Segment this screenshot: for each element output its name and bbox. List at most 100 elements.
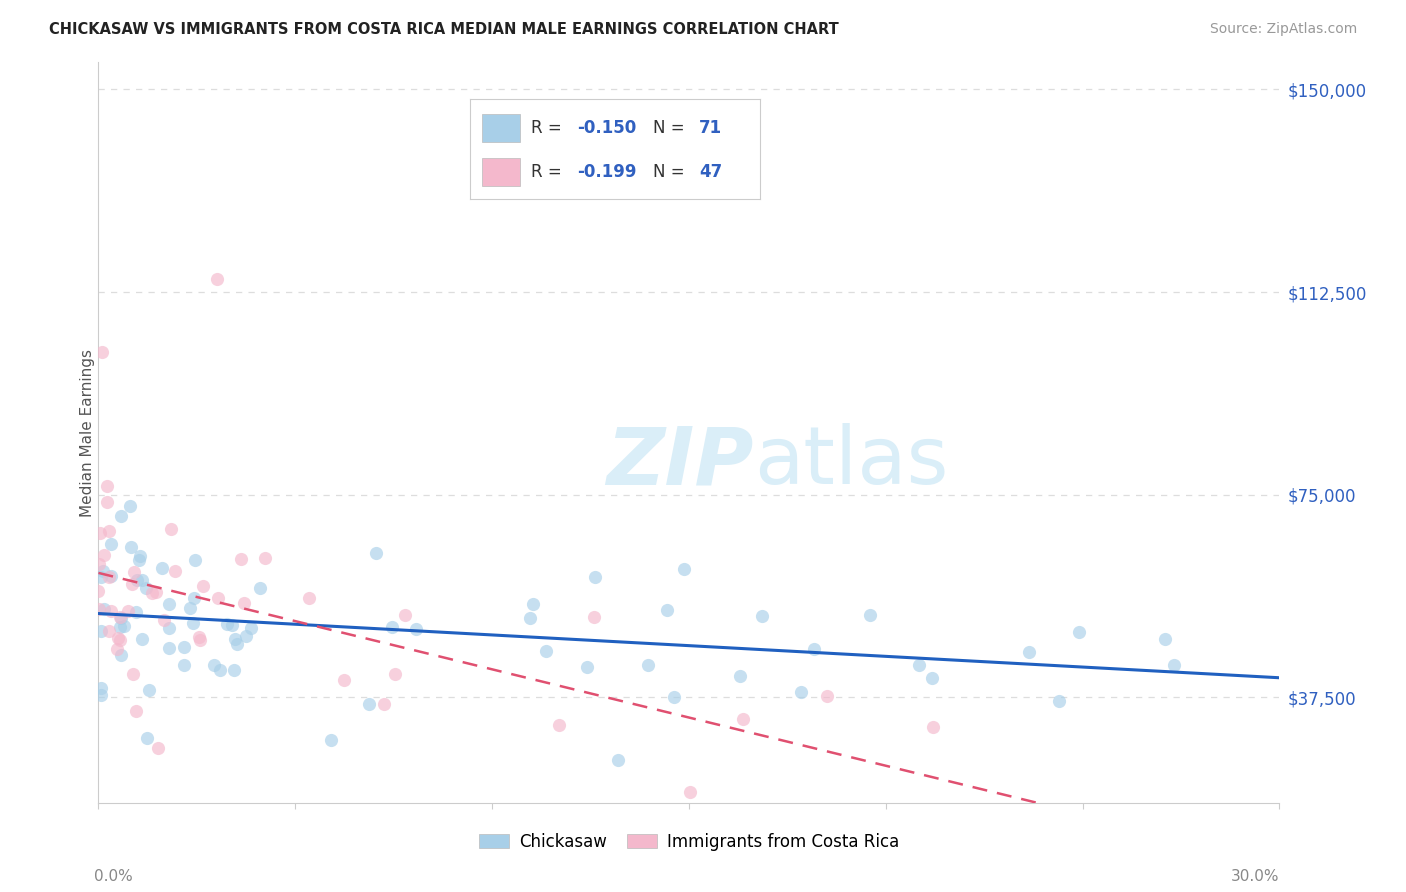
Point [790,685,813,699]
Point [751,608,773,623]
Point [576,660,599,674]
Point [547,718,569,732]
Point [208,663,231,677]
Point [207,591,229,605]
Point [98,524,121,538]
Text: 0.0%: 0.0% [94,870,134,885]
Text: ZIP: ZIP [606,423,754,501]
Point [321,733,343,747]
Point [173,640,195,655]
Point [105,642,128,657]
Point [673,562,696,576]
Point [364,546,387,560]
Point [138,683,160,698]
Point [697,838,720,853]
Point [107,632,129,646]
Point [921,671,943,685]
Text: atlas: atlas [754,423,948,501]
Point [657,603,679,617]
Point [135,581,157,595]
Y-axis label: Median Male Earnings: Median Male Earnings [80,349,94,516]
Point [90,624,112,638]
Point [606,753,628,767]
Point [108,633,131,648]
Point [583,570,606,584]
Point [1154,632,1177,647]
Point [129,549,152,563]
Point [91,564,114,578]
Point [173,658,195,673]
Point [333,673,356,687]
Point [125,704,148,718]
Point [146,740,169,755]
Point [297,591,319,606]
Point [118,499,141,513]
Point [1018,645,1040,659]
Point [157,621,180,635]
Point [922,720,945,734]
Point [128,553,150,567]
Point [731,712,754,726]
Point [90,681,112,695]
Point [803,642,825,657]
Point [908,658,931,673]
Point [163,564,186,578]
Point [117,604,139,618]
Point [108,620,131,634]
Point [188,630,211,644]
Point [815,690,838,704]
Point [205,271,228,285]
Point [100,569,122,583]
Point [110,611,132,625]
Point [221,618,243,632]
Text: CHICKASAW VS IMMIGRANTS FROM COSTA RICA MEDIAN MALE EARNINGS CORRELATION CHART: CHICKASAW VS IMMIGRANTS FROM COSTA RICA … [49,22,839,37]
Point [110,509,132,524]
Point [131,574,153,588]
Point [90,345,112,359]
Point [110,610,132,624]
Point [100,537,122,551]
Point [122,666,145,681]
Point [160,522,183,536]
Point [519,610,541,624]
Point [89,688,111,702]
Legend: Chickasaw, Immigrants from Costa Rica: Chickasaw, Immigrants from Costa Rica [472,826,905,857]
Point [224,632,246,647]
Point [188,633,211,648]
Point [217,616,239,631]
Point [225,637,247,651]
Point [637,658,659,673]
Point [110,648,132,662]
Point [232,596,254,610]
Point [121,577,143,591]
Point [87,557,110,571]
Point [373,697,395,711]
Point [124,566,146,580]
Point [141,585,163,599]
Point [131,632,153,646]
Point [157,641,180,656]
Point [90,570,112,584]
Point [183,591,205,605]
Point [114,619,136,633]
Point [381,620,404,634]
Point [394,607,416,622]
Point [153,614,176,628]
Point [145,584,167,599]
Point [191,579,214,593]
Point [93,602,115,616]
Point [679,785,702,799]
Point [249,582,271,596]
Point [224,663,246,677]
Point [87,584,110,599]
Point [384,666,406,681]
Point [87,601,110,615]
Point [1069,624,1091,639]
Point [136,731,159,745]
Point [97,624,120,638]
Point [89,526,111,541]
Point [120,540,142,554]
Point [100,604,122,618]
Point [235,629,257,643]
Point [522,597,544,611]
